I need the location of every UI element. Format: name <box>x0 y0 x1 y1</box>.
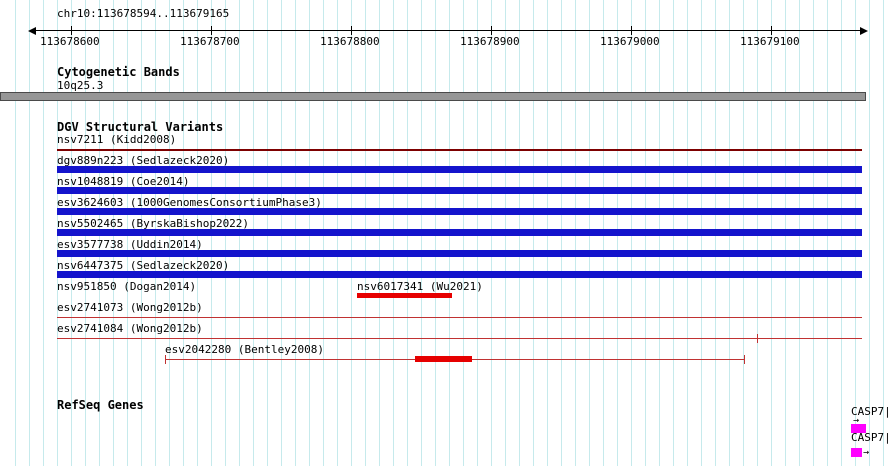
ruler-left-arrow-icon <box>28 27 36 35</box>
cytoband-bar[interactable] <box>0 92 866 101</box>
section-title-refseq-genes: RefSeq Genes <box>57 398 144 412</box>
variant-label[interactable]: nsv7211 (Kidd2008) <box>57 133 177 146</box>
section-title-dgv-structural-variants: DGV Structural Variants <box>57 120 224 134</box>
variant-label[interactable]: esv2741073 (Wong2012b) <box>57 301 203 314</box>
ruler-tick-label: 113678800 <box>320 35 380 48</box>
ruler-line <box>36 30 860 31</box>
variant-feature[interactable] <box>57 149 862 151</box>
variant-label[interactable]: esv2042280 (Bentley2008) <box>165 343 324 356</box>
variant-feature[interactable] <box>744 355 745 364</box>
gene-strand-arrow-icon: → <box>863 447 870 458</box>
variant-label[interactable]: nsv6017341 (Wu2021) <box>357 280 483 293</box>
ruler-tick <box>491 26 492 35</box>
ruler-tick <box>211 26 212 35</box>
gene-label[interactable]: CASP7| <box>851 431 890 444</box>
variant-feature[interactable] <box>57 208 862 215</box>
ruler-tick-label: 113679100 <box>740 35 800 48</box>
ruler-tick-label: 113679000 <box>600 35 660 48</box>
variant-label[interactable]: esv3624603 (1000GenomesConsortiumPhase3) <box>57 196 322 209</box>
ruler-tick <box>631 26 632 35</box>
cytoband-label[interactable]: 10q25.3 <box>57 79 104 92</box>
ruler-tick-label: 113678900 <box>460 35 520 48</box>
variant-label[interactable]: nsv1048819 (Coe2014) <box>57 175 190 188</box>
ruler-tick <box>771 26 772 35</box>
variant-label[interactable]: esv3577738 (Uddin2014) <box>57 238 203 251</box>
ruler-tick-label: 113678700 <box>180 35 240 48</box>
gene-label[interactable]: CASP7| <box>851 405 890 418</box>
variant-label[interactable]: nsv5502465 (ByrskaBishop2022) <box>57 217 250 230</box>
variant-label[interactable]: esv2741084 (Wong2012b) <box>57 322 203 335</box>
variant-feature[interactable] <box>57 187 862 194</box>
variant-feature[interactable] <box>57 250 862 257</box>
variant-feature[interactable] <box>415 356 472 362</box>
section-title-cytogenetic-bands: Cytogenetic Bands <box>57 65 180 79</box>
ruler-tick <box>351 26 352 35</box>
gene-exon-box[interactable] <box>851 424 866 433</box>
variant-label[interactable]: dgv889n223 (Sedlazeck2020) <box>57 154 230 167</box>
variant-feature[interactable] <box>57 338 862 339</box>
variant-feature[interactable] <box>57 317 862 318</box>
variant-feature[interactable] <box>757 334 758 343</box>
variant-feature[interactable] <box>57 271 862 278</box>
ruler-tick <box>71 26 72 35</box>
variant-feature[interactable] <box>357 293 452 298</box>
variant-feature[interactable] <box>165 355 166 364</box>
ruler-right-arrow-icon <box>860 27 868 35</box>
variant-label[interactable]: nsv951850 (Dogan2014) <box>57 280 197 293</box>
ruler-tick-label: 113678600 <box>40 35 100 48</box>
region-label: chr10:113678594..113679165 <box>57 7 230 20</box>
variant-label[interactable]: nsv6447375 (Sedlazeck2020) <box>57 259 230 272</box>
variant-feature[interactable] <box>57 166 862 173</box>
variant-feature[interactable] <box>57 229 862 236</box>
gene-strand-arrow-icon: → <box>853 415 860 426</box>
gene-exon-box[interactable] <box>851 448 862 457</box>
